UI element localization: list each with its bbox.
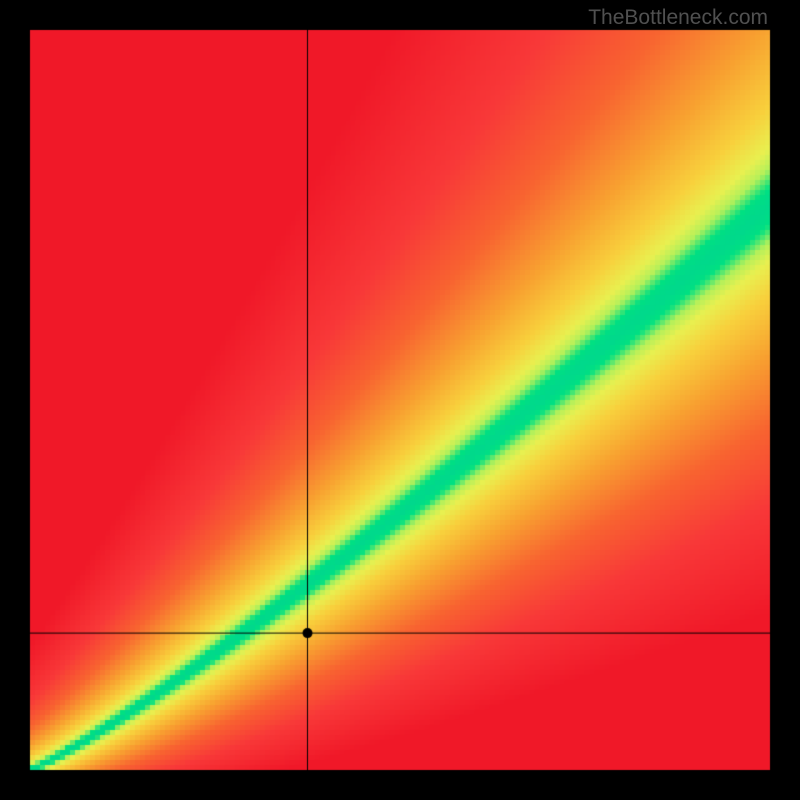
bottleneck-heatmap: [0, 0, 800, 800]
chart-container: TheBottleneck.com: [0, 0, 800, 800]
watermark-text: TheBottleneck.com: [588, 6, 768, 30]
